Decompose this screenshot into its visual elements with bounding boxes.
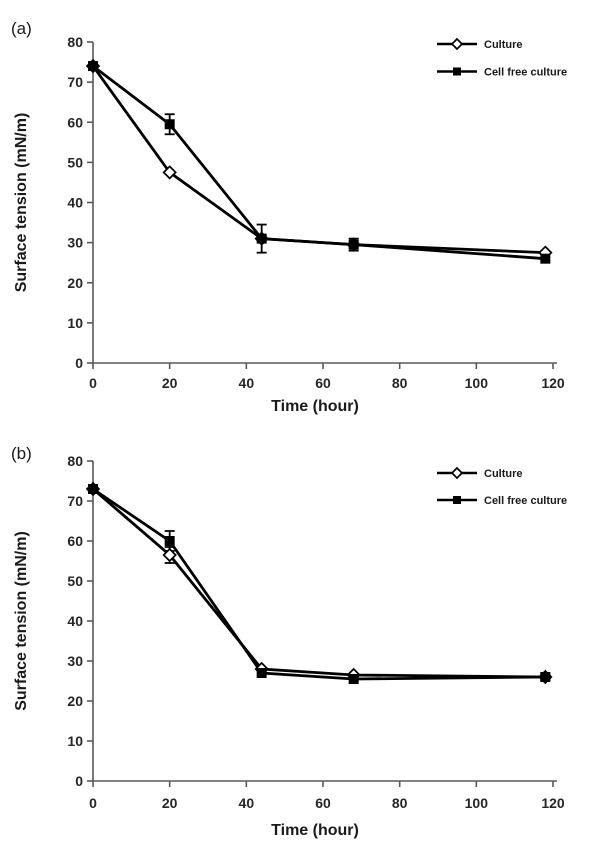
- legend-label: Cell free culture: [484, 495, 567, 507]
- x-tick-label: 40: [239, 375, 255, 391]
- y-axis-title: Surface tension (mN/m): [13, 531, 30, 711]
- legend-open-diamond-marker: [450, 37, 464, 51]
- y-tick-label: 80: [67, 453, 83, 469]
- filled-square-data-marker: [256, 668, 267, 678]
- y-tick-label: 70: [67, 493, 83, 509]
- x-tick-label: 60: [315, 375, 331, 391]
- y-tick-label: 10: [67, 315, 83, 331]
- x-tick-label: 20: [162, 795, 178, 811]
- filled-square-data-marker: [348, 239, 359, 250]
- panel-label-a: (a): [11, 19, 32, 38]
- x-tick-label: 80: [392, 375, 408, 391]
- x-tick-label: 0: [89, 375, 97, 391]
- series-line-culture: [91, 65, 546, 255]
- x-tick-label: 120: [541, 795, 565, 811]
- x-tick-label: 80: [392, 795, 408, 811]
- filled-square-data-marker: [88, 61, 98, 72]
- chart-a-surface-tension-vs-time: 0 10 20 30 40 50 60 70 80 0 20 40 60 80 100 120 Time (ho…: [13, 34, 567, 415]
- y-axis-title: Surface tension (mN/m): [13, 113, 30, 293]
- open-diamond-data-marker: [162, 165, 177, 180]
- y-tick-label: 50: [67, 573, 83, 589]
- series-line-culture: [92, 487, 546, 679]
- chart-panel-b: (b) 0 10 20 30 40 50 60 70 80 0 20 40 60 80 100 120 Time…: [0, 425, 608, 849]
- y-tick-label: 60: [67, 533, 83, 549]
- x-tick-label: 100: [465, 795, 489, 811]
- y-tick-label: 40: [67, 613, 83, 629]
- legend-filled-square-marker: [453, 496, 461, 504]
- y-tick-label: 80: [67, 34, 83, 50]
- x-axis-title: Time (hour): [271, 822, 359, 839]
- y-tick-label: 70: [67, 74, 83, 90]
- y-tick-label: 50: [67, 154, 83, 170]
- x-tick-label: 20: [162, 375, 178, 391]
- x-axis-title: Time (hour): [271, 398, 359, 415]
- y-tick-label: 60: [67, 114, 83, 130]
- filled-square-data-marker: [540, 253, 551, 264]
- x-tick-label: 100: [465, 375, 489, 391]
- legend-filled-square-marker: [453, 67, 461, 76]
- filled-square-data-marker: [348, 674, 359, 684]
- panel-label-b: (b): [11, 444, 32, 463]
- chart-b-surface-tension-vs-time: 0 10 20 30 40 50 60 70 80 0 20 40 60 80 100 120 Time (ho…: [13, 453, 567, 839]
- filled-square-data-marker: [164, 119, 175, 130]
- legend-label: Cell free culture: [484, 67, 567, 79]
- x-tick-label: 0: [89, 795, 97, 811]
- y-tick-label: 40: [67, 195, 83, 211]
- x-tick-label: 120: [541, 375, 565, 391]
- filled-square-data-marker: [256, 233, 267, 244]
- y-tick-label: 0: [75, 773, 83, 789]
- series-line-cell-free-culture: [92, 487, 546, 681]
- filled-square-data-marker: [88, 484, 98, 494]
- y-tick-label: 30: [67, 653, 83, 669]
- y-tick-label: 20: [67, 693, 83, 709]
- x-tick-label: 40: [239, 795, 255, 811]
- y-tick-label: 30: [67, 235, 83, 251]
- legend-open-diamond-marker: [450, 466, 464, 480]
- filled-square-data-marker: [164, 536, 175, 546]
- x-tick-label: 60: [315, 795, 331, 811]
- legend-label: Culture: [484, 468, 523, 480]
- chart-panel-a: (a) 0 10 20 30 40 50 60 70 80 0 20 40 60 80 100 120 Time…: [11, 19, 567, 415]
- filled-square-data-marker: [540, 672, 551, 682]
- open-diamond-data-marker: [162, 547, 177, 563]
- y-tick-label: 20: [67, 275, 83, 291]
- legend-label: Culture: [484, 39, 523, 51]
- y-tick-label: 10: [67, 733, 83, 749]
- y-tick-label: 0: [75, 355, 83, 371]
